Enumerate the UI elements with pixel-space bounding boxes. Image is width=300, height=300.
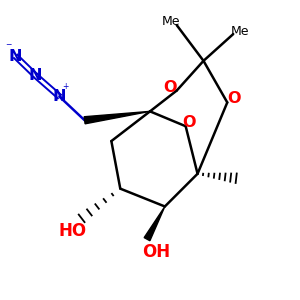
Polygon shape (84, 111, 150, 124)
Text: OH: OH (142, 243, 170, 261)
Text: O: O (182, 115, 196, 130)
Text: Me: Me (162, 15, 181, 28)
Text: Me: Me (230, 25, 249, 38)
Text: O: O (164, 80, 177, 95)
Text: HO: HO (59, 222, 87, 240)
Text: $^-$: $^-$ (4, 43, 14, 52)
Text: N: N (29, 68, 42, 83)
Text: N: N (9, 49, 22, 64)
Text: N: N (52, 89, 66, 104)
Text: O: O (227, 92, 241, 106)
Text: $^+$: $^+$ (61, 82, 70, 93)
Polygon shape (144, 206, 165, 241)
